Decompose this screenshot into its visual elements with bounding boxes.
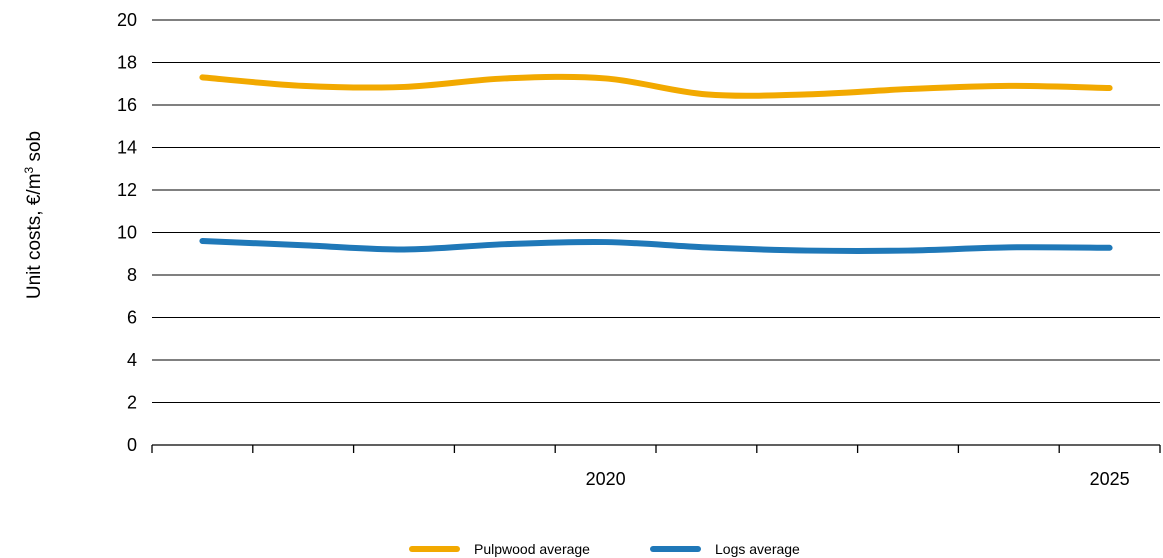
y-axis-title-tail: sob [24, 131, 45, 167]
legend-label: Pulpwood average [474, 541, 590, 557]
legend: Pulpwood average Logs average [409, 541, 800, 557]
y-axis-title: Unit costs, €/m3 sob [22, 131, 45, 299]
y-axis-title-sup: 3 [22, 166, 36, 173]
series-line-0 [199, 73, 1113, 99]
y-tick-label: 16 [117, 95, 137, 115]
y-tick-label: 2 [127, 393, 137, 413]
legend-label: Logs average [715, 541, 800, 557]
series-line-1 [199, 238, 1113, 254]
y-tick-label: 20 [117, 10, 137, 30]
y-axis-title-main: Unit costs, €/m [24, 173, 45, 299]
y-tick-label: 6 [127, 308, 137, 328]
gridlines [152, 19, 1160, 403]
y-tick-label: 0 [127, 435, 137, 455]
y-tick-label: 14 [117, 138, 137, 158]
y-tick-label: 12 [117, 180, 137, 200]
y-tick-label: 18 [117, 53, 137, 73]
y-axis: 0 2 4 6 8 10 12 14 16 18 20 [117, 10, 137, 455]
x-tick-label: 2020 [586, 469, 626, 489]
y-tick-label: 8 [127, 265, 137, 285]
y-tick-label: 10 [117, 223, 137, 243]
x-axis: 2020 2025 [151, 444, 1161, 489]
series-lines [199, 73, 1113, 254]
y-tick-label: 4 [127, 350, 137, 370]
x-tick-label: 2025 [1090, 469, 1130, 489]
